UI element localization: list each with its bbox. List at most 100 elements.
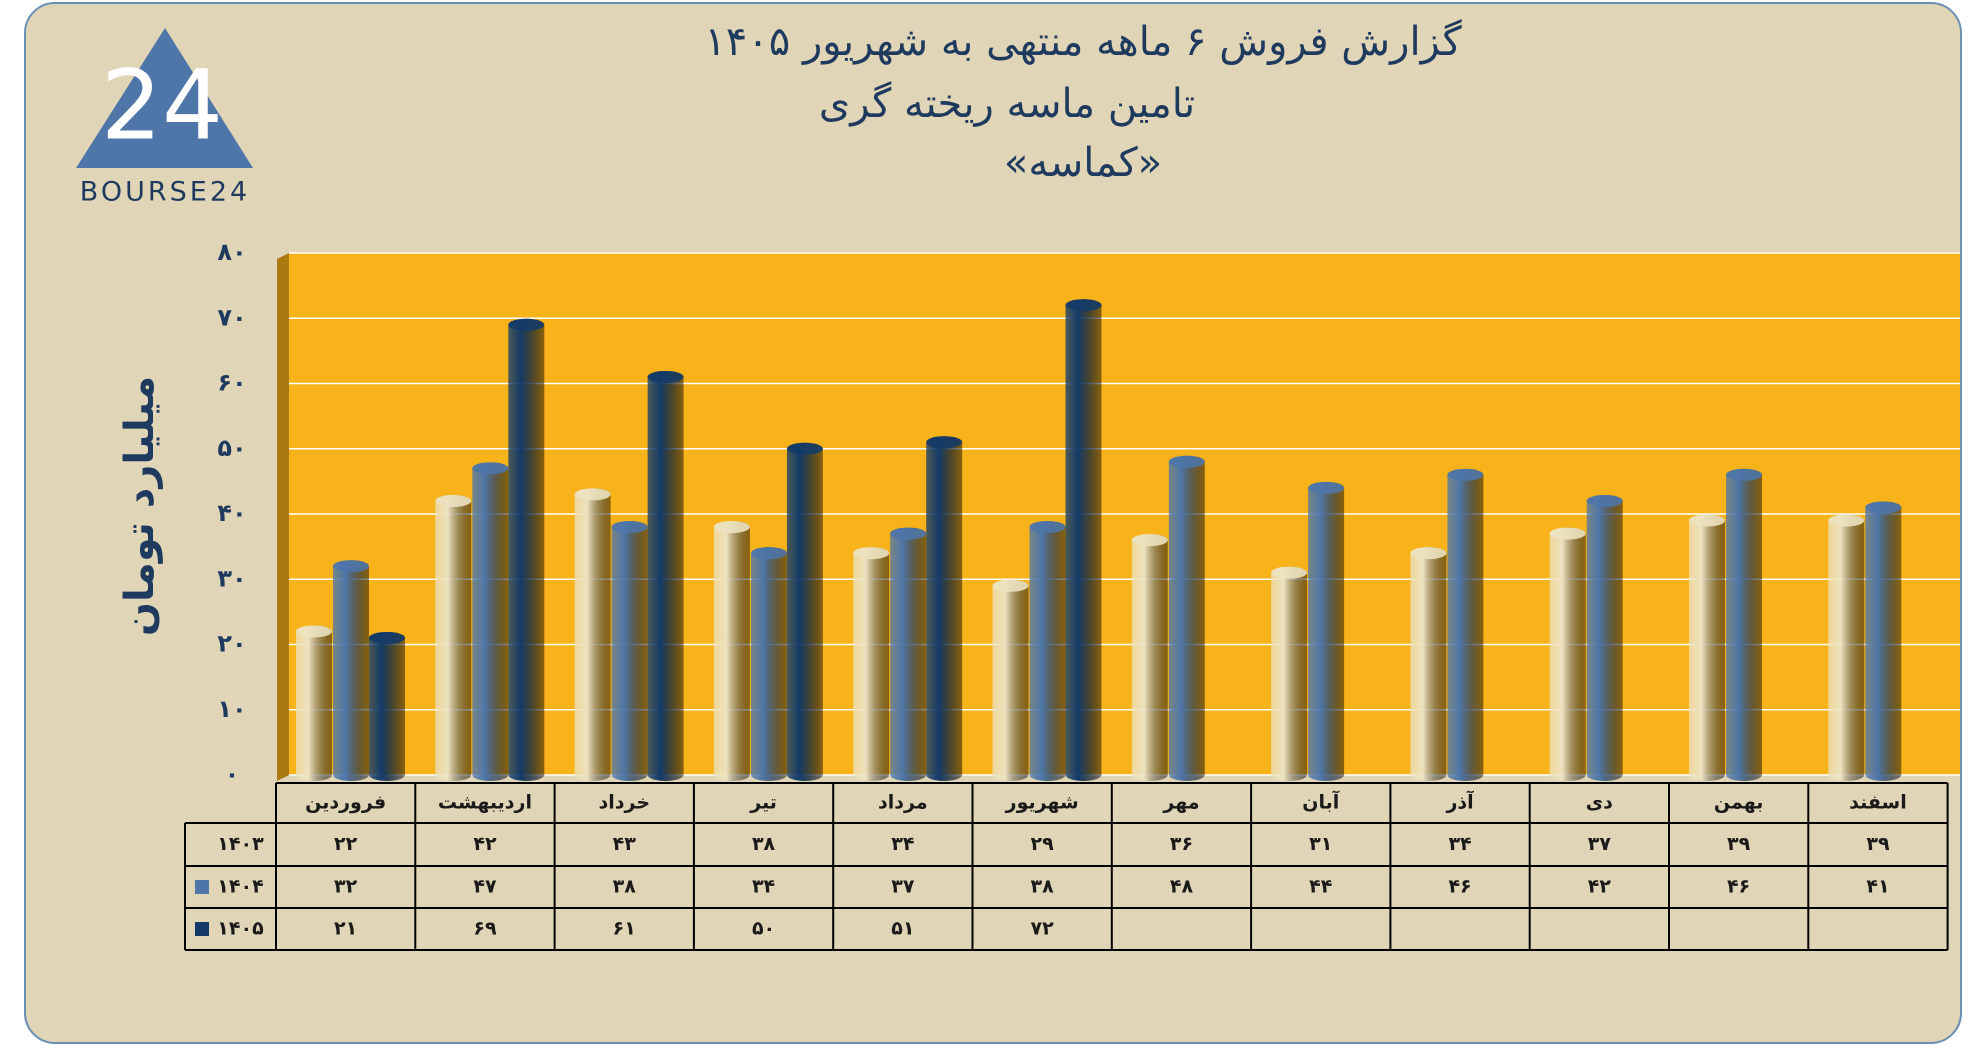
bar-top [1065,299,1102,312]
bar [435,494,472,781]
data-label: ۴۷ [473,876,497,898]
data-label: ۷۲ [1031,918,1055,940]
y-axis-label: میلیارد تومان [117,376,163,636]
bar [890,527,927,781]
bar [1168,455,1205,781]
legend-label: ۱۴۰۵ [217,918,264,940]
y-tick-label: ۳۰ [217,564,246,592]
data-label: ۶۱ [613,918,636,940]
x-tick-label: شهریور [1005,792,1079,814]
bar [853,547,890,781]
data-label: ۴۴ [1309,876,1332,898]
bar-top [992,579,1029,592]
data-label: ۳۱ [1309,833,1332,855]
x-tick-label: مهر [1162,792,1199,814]
bar-top [647,370,684,383]
bar-top [926,436,963,449]
data-label: ۳۹ [1727,833,1751,855]
data-label: ۳۴ [891,833,914,855]
y-tick-label: ۶۰ [217,369,246,397]
bar [1029,521,1066,781]
bar [574,488,611,781]
data-label: ۴۸ [1170,876,1194,898]
bar-top [435,494,472,507]
data-label: ۴۶ [1448,876,1471,898]
bar [296,625,332,781]
data-label: ۴۱ [1866,876,1889,898]
bar [333,560,369,781]
data-label: ۳۸ [752,833,776,855]
data-label: ۲۲ [334,833,358,855]
bar-top [1029,521,1066,534]
bar [472,462,509,781]
x-tick-label: بهمن [1714,792,1764,814]
y-tick-label: ۰ [225,760,240,788]
data-label: ۶۹ [473,918,497,940]
bar [1549,527,1586,781]
data-label: ۳۸ [1031,876,1055,898]
data-label: ۲۱ [334,918,357,940]
data-label: ۳۴ [752,876,775,898]
logo-mark: 24 [101,49,223,161]
y-tick-label: ۵۰ [217,434,246,462]
bar [786,442,823,781]
bar-top [333,560,369,573]
bar [508,318,545,781]
bar [1586,494,1623,781]
y-tick-label: ۷۰ [217,303,246,331]
x-tick-label: اسفند [1849,792,1907,814]
legend-swatch [195,922,209,936]
bar-top [1131,534,1168,547]
bar-top [611,521,648,534]
data-label: ۴۲ [473,833,497,855]
bar [1065,299,1102,781]
bar-top [296,625,332,638]
bar-top [1168,455,1205,468]
y-tick-label: ۸۰ [217,238,246,266]
data-label: ۳۷ [891,876,915,898]
data-label: ۳۶ [1170,833,1193,855]
bar [750,547,787,781]
bar-top [786,442,823,455]
bar [1410,547,1447,781]
bar [647,370,684,781]
bar-top [574,488,611,501]
y-tick-label: ۲۰ [217,630,246,658]
bar-top [1549,527,1586,540]
bar-top [508,318,545,331]
bar-top [1447,468,1484,481]
bar-top [472,462,509,475]
bar [1271,566,1308,781]
data-label: ۵۱ [891,918,914,940]
data-label: ۲۹ [1031,833,1055,855]
bar [611,521,648,781]
data-label: ۳۴ [1448,833,1471,855]
bar [369,631,405,781]
x-tick-label: اردیبهشت [438,792,532,814]
y-tick-label: ۴۰ [217,499,246,527]
bar-top [1865,501,1902,514]
bar-top [1586,494,1623,507]
bar-top [1689,514,1725,527]
x-tick-label: مرداد [878,792,928,814]
x-tick-label: خرداد [598,792,650,814]
bar-top [369,631,405,644]
logo-text: BOURSE24 [80,177,250,208]
bar [926,436,963,781]
legend-label: ۱۴۰۴ [217,876,263,898]
bar [1308,481,1345,781]
y-tick-label: ۱۰ [217,695,246,723]
data-label: ۳۸ [613,876,637,898]
bar-top [1828,514,1865,527]
chart-subtitle: تامین ماسه ریخته گری [819,81,1195,127]
bar-top [1271,566,1308,579]
data-label: ۳۹ [1866,833,1890,855]
data-label: ۵۰ [752,918,775,940]
x-tick-label: تیر [749,792,777,814]
bar-top [890,527,927,540]
x-tick-label: فروردین [305,792,386,814]
bar-top [1308,481,1345,494]
x-tick-label: دی [1586,792,1613,814]
data-label: ۴۲ [1588,876,1612,898]
